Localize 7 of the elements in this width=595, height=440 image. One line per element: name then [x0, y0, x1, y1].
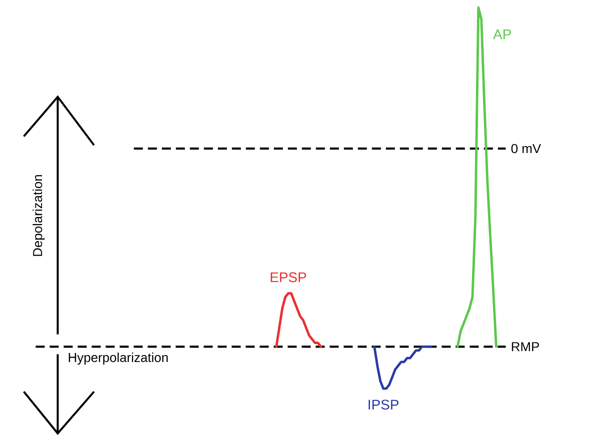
text: Depolarization — [32, 175, 45, 256]
series-label: IPSP — [368, 400, 398, 410]
ref-line-label: 0 mV — [511, 144, 542, 154]
series-label: AP — [493, 29, 511, 40]
ref-line-label: RMP — [512, 342, 539, 352]
text: Hyperpolarization — [68, 352, 168, 365]
series-label: EPSP — [270, 272, 306, 282]
